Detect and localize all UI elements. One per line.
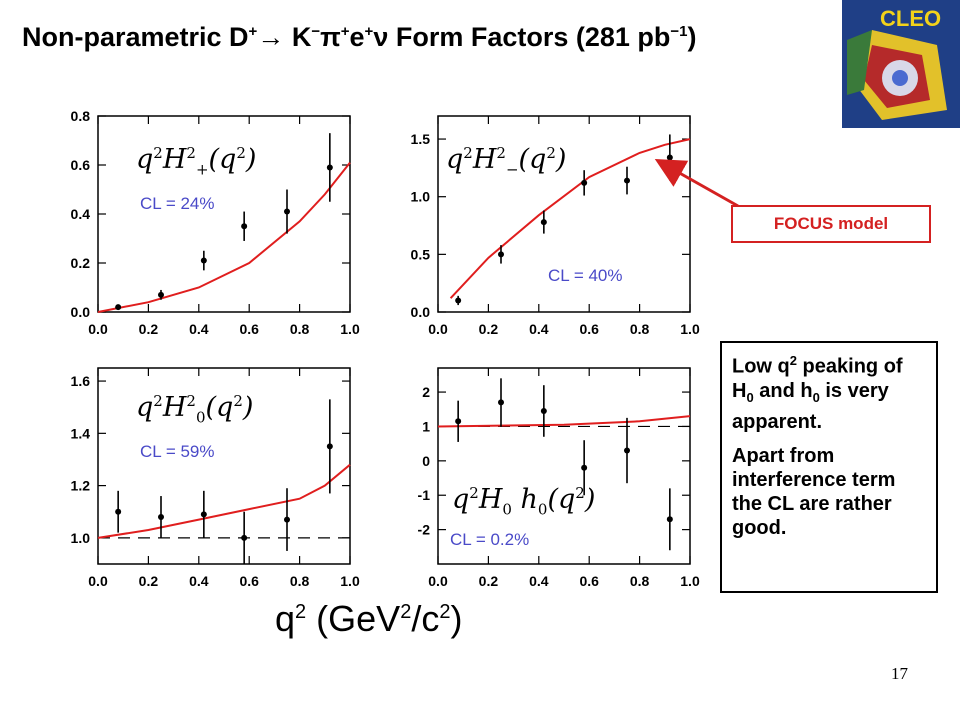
- data-point: [455, 297, 462, 304]
- y-tick-label: 0.4: [71, 206, 91, 222]
- x-tick-label: 0.0: [428, 321, 448, 337]
- y-tick-label: 0.0: [71, 304, 91, 320]
- data-point: [540, 219, 547, 226]
- note-line-2: Apart from interference term the CL are …: [732, 444, 896, 539]
- x-axis-label: q2 (GeV2/c2): [275, 598, 463, 639]
- x-tick-label: 0.6: [579, 573, 599, 589]
- note-box: Low q2 peaking of H0 and h0 is very appa…: [720, 341, 938, 593]
- data-point: [498, 251, 504, 258]
- data-point: [326, 443, 333, 450]
- data-point: [158, 513, 164, 520]
- data-point: [284, 208, 290, 215]
- formula-h-plus: q2H2+(q2): [136, 144, 257, 179]
- x-tick-label: 1.0: [340, 321, 360, 337]
- x-tick-label: 1.0: [680, 573, 700, 589]
- x-tick-label: 0.4: [189, 573, 209, 589]
- data-point: [115, 304, 122, 311]
- y-tick-label: 0.0: [411, 304, 431, 320]
- y-tick-label: 0.8: [71, 108, 91, 124]
- x-tick-label: 0.2: [479, 573, 499, 589]
- page-number: 17: [891, 664, 908, 683]
- x-tick-label: 0.0: [88, 321, 108, 337]
- panel-h-minus: 0.0 0.2 0.4 0.6 0.8 1.0 0.0 0.5 1.0 1.5: [411, 115, 700, 337]
- model-curve: [449, 138, 691, 299]
- focus-model-label: FOCUS model: [731, 205, 931, 243]
- y-tick-label: 1.5: [411, 131, 431, 147]
- data-point: [581, 464, 588, 471]
- x-tick-label: 0.8: [630, 321, 650, 337]
- data-point: [284, 516, 290, 523]
- panel-h-zero: 0.0 0.2 0.4 0.6 0.8 1.0 1.0 1.2 1.4 1.6: [71, 367, 360, 589]
- y-tick-label: 2: [422, 384, 430, 400]
- data-point: [241, 534, 248, 541]
- y-tick-label: 0.6: [71, 157, 91, 173]
- data-point: [455, 418, 462, 425]
- x-tick-label: 1.0: [680, 321, 700, 337]
- panel-interference: 0.0 0.2 0.4 0.6 0.8 1.0 -2 -1 0 1 2: [418, 367, 700, 589]
- y-tick-label: 1.4: [71, 425, 91, 441]
- y-tick-label: 1: [422, 418, 430, 434]
- y-tick-label: 1.2: [71, 478, 91, 494]
- x-tick-label: 0.4: [529, 573, 549, 589]
- data-point: [540, 407, 547, 414]
- x-tick-label: 0.2: [139, 573, 159, 589]
- note-line-1: Low q2 peaking of H0 and h0 is very appa…: [732, 353, 903, 433]
- cl-label-h-minus: CL = 40%: [548, 266, 623, 285]
- data-point: [200, 511, 207, 518]
- formula-h-minus: q2H2−(q2): [446, 144, 567, 179]
- data-point: [326, 164, 333, 171]
- cl-label-interference: CL = 0.2%: [450, 530, 530, 549]
- data-point: [666, 516, 673, 523]
- x-tick-label: 0.2: [139, 321, 159, 337]
- data-point: [624, 447, 630, 454]
- data-point: [241, 223, 248, 230]
- x-tick-label: 0.8: [630, 573, 650, 589]
- cl-label-h-zero: CL = 59%: [140, 442, 215, 461]
- plot-frame: [437, 367, 691, 565]
- plot-frame: [97, 367, 351, 565]
- cleo-logo-text: CLEO: [880, 6, 942, 31]
- x-tick-label: 0.0: [88, 573, 108, 589]
- focus-arrow: [654, 159, 739, 208]
- data-point: [498, 399, 504, 406]
- data-point: [581, 179, 588, 186]
- x-tick-label: 0.0: [428, 573, 448, 589]
- cl-label-h-plus: CL = 24%: [140, 194, 215, 213]
- plot-frame: [437, 115, 691, 313]
- data-point: [624, 177, 630, 184]
- detector-graphic: [847, 30, 947, 120]
- slide-title: Non-parametric D+→ K−π+e+ν Form Factors …: [22, 22, 697, 52]
- cleo-logo: CLEO: [842, 0, 960, 128]
- data-point: [200, 257, 207, 264]
- y-tick-label: 0.5: [411, 246, 431, 262]
- x-tick-label: 0.6: [579, 321, 599, 337]
- x-tick-label: 0.8: [290, 573, 310, 589]
- data-point: [115, 508, 122, 515]
- x-tick-label: 0.4: [189, 321, 209, 337]
- y-tick-label: -2: [418, 522, 431, 538]
- panel-h-plus: 0.0 0.2 0.4 0.6 0.8 1.0 0.0 0.2 0.4 0.6 0.8: [71, 108, 360, 337]
- x-tick-label: 0.2: [479, 321, 499, 337]
- model-curve: [97, 463, 351, 539]
- model-curve: [437, 415, 691, 428]
- x-tick-label: 0.6: [239, 321, 259, 337]
- data-point: [666, 154, 673, 161]
- x-tick-label: 0.4: [529, 321, 549, 337]
- model-curve: [97, 161, 351, 313]
- y-tick-label: 1.0: [71, 530, 91, 546]
- formula-interference: q2H0 h0(q2): [452, 484, 596, 519]
- formula-h-zero: q2H20(q2): [136, 392, 254, 427]
- y-tick-label: -1: [418, 487, 431, 503]
- y-tick-label: 1.0: [411, 189, 431, 205]
- y-tick-label: 0.2: [71, 255, 91, 271]
- y-tick-label: 1.6: [71, 373, 91, 389]
- x-tick-label: 0.6: [239, 573, 259, 589]
- x-tick-label: 0.8: [290, 321, 310, 337]
- y-tick-label: 0: [422, 453, 430, 469]
- x-tick-label: 1.0: [340, 573, 360, 589]
- data-point: [158, 291, 164, 298]
